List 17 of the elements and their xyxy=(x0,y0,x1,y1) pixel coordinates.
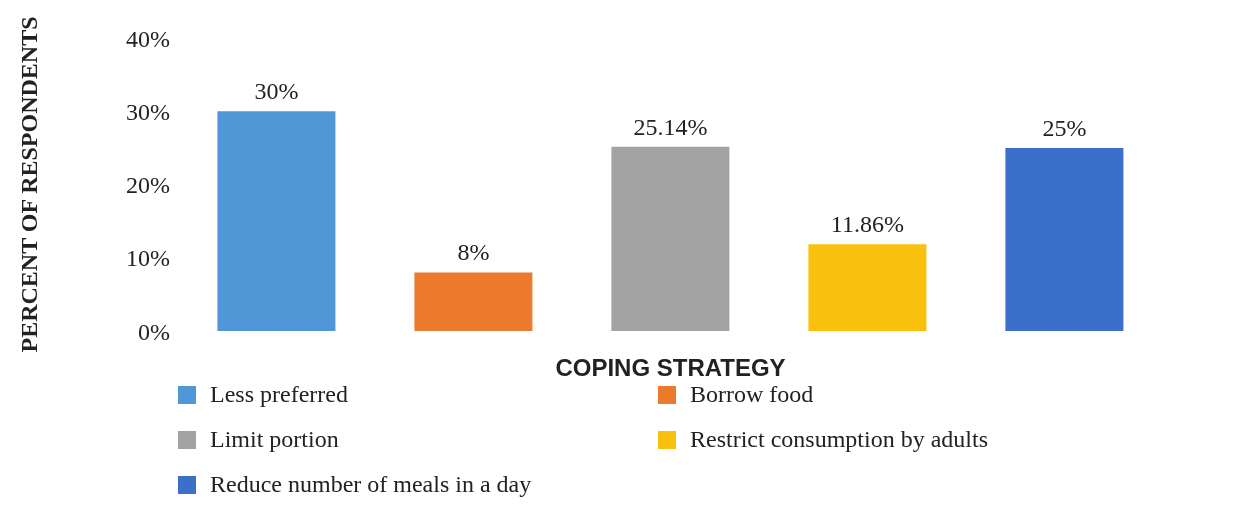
legend-label: Borrow food xyxy=(690,381,814,408)
y-tick-label: 20% xyxy=(126,172,170,199)
data-label: 8% xyxy=(457,239,490,266)
legend-label: Less preferred xyxy=(210,381,348,408)
legend-label: Restrict consumption by adults xyxy=(690,426,988,453)
y-tick-label: 30% xyxy=(126,98,170,125)
data-label: 11.86% xyxy=(830,211,904,238)
y-tick-label: 0% xyxy=(138,318,170,345)
legend-label: Reduce number of meals in a day xyxy=(210,471,532,498)
y-axis-title: PERCENT OF RESPONDENTS xyxy=(15,16,42,353)
y-tick-label: 40% xyxy=(126,25,170,52)
x-axis-title: COPING STRATEGY xyxy=(555,354,786,381)
data-label: 30% xyxy=(254,78,299,105)
legend-label: Limit portion xyxy=(210,426,339,453)
data-label: 25.14% xyxy=(633,113,708,140)
data-label: 25% xyxy=(1042,114,1087,141)
y-tick-label: 10% xyxy=(126,245,170,272)
